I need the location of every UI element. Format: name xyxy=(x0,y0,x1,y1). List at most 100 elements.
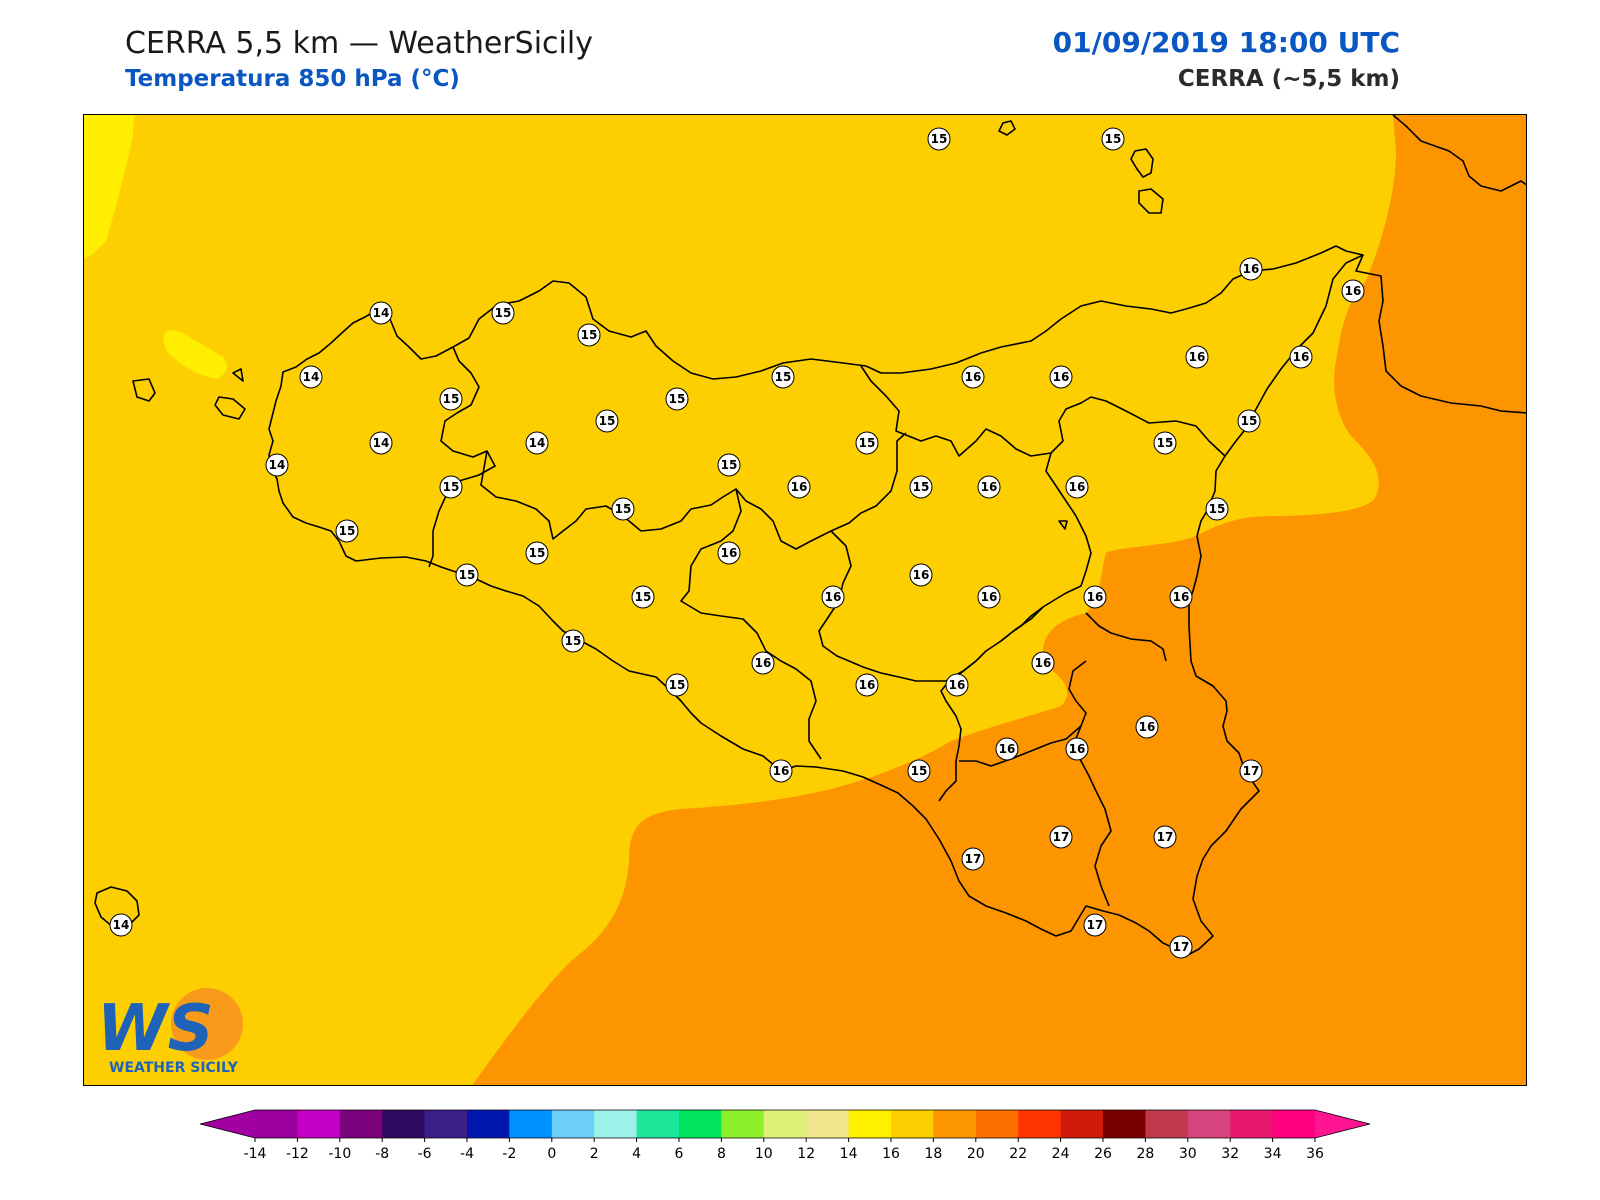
station-circle xyxy=(769,759,793,783)
colorbar-segment xyxy=(679,1110,722,1138)
station-value: 16 xyxy=(1173,590,1190,604)
station-value: 14 xyxy=(303,370,320,384)
station-value: 16 xyxy=(913,568,930,582)
station-circle xyxy=(751,651,775,675)
svg-text:WS: WS xyxy=(97,992,214,1066)
station-circle xyxy=(927,127,951,151)
station-marker: 15 xyxy=(455,563,479,587)
station-value: 16 xyxy=(1035,656,1052,670)
station-value: 16 xyxy=(981,480,998,494)
station-value: 16 xyxy=(1345,284,1362,298)
station-value: 16 xyxy=(1243,262,1260,276)
station-marker: 16 xyxy=(909,563,933,587)
station-circle xyxy=(631,585,655,609)
station-marker: 15 xyxy=(855,431,879,455)
station-marker: 15 xyxy=(927,127,951,151)
colorbar-tick-label: 26 xyxy=(1094,1146,1112,1162)
station-circle xyxy=(909,475,933,499)
station-value: 15 xyxy=(443,480,460,494)
station-marker: 17 xyxy=(961,847,985,871)
colorbar-tick-label: 4 xyxy=(632,1146,641,1162)
colorbar-segment xyxy=(721,1110,765,1138)
colorbar-segment xyxy=(467,1110,510,1138)
station-circle xyxy=(945,673,969,697)
station-marker: 16 xyxy=(945,673,969,697)
station-marker: 15 xyxy=(1237,409,1261,433)
station-marker: 17 xyxy=(1083,913,1107,937)
station-marker: 17 xyxy=(1153,825,1177,849)
colorbar-tick-label: 2 xyxy=(590,1146,599,1162)
station-marker: 16 xyxy=(717,541,741,565)
colorbar-tick-label: 8 xyxy=(717,1146,726,1162)
station-value: 15 xyxy=(565,634,582,648)
station-value: 16 xyxy=(1087,590,1104,604)
station-value: 15 xyxy=(581,328,598,342)
colorbar-segment xyxy=(594,1110,638,1138)
station-value: 17 xyxy=(1243,764,1260,778)
station-circle xyxy=(299,365,323,389)
colorbar-tick-label: 34 xyxy=(1264,1146,1282,1162)
colorbar-segment xyxy=(1145,1110,1189,1138)
station-marker: 17 xyxy=(1239,759,1263,783)
station-circle xyxy=(439,387,463,411)
temp-band-16-18 xyxy=(472,115,1526,1085)
station-value: 17 xyxy=(1173,940,1190,954)
station-marker: 15 xyxy=(439,475,463,499)
station-marker: 15 xyxy=(771,365,795,389)
station-circle xyxy=(1101,127,1125,151)
colorbar-tick-label: 24 xyxy=(1052,1146,1070,1162)
colorbar-segment xyxy=(551,1110,595,1138)
temperature-map[interactable]: 15 15 16 16 14 15 15 14 15 15 15 16 16 16 15 16 14 14 15 15… xyxy=(83,114,1527,1086)
station-marker: 16 xyxy=(1065,737,1089,761)
station-circle xyxy=(109,913,133,937)
map-canvas: 15 15 16 16 14 15 15 14 15 15 15 16 16 16 15 16 14 14 15 15… xyxy=(84,115,1526,1085)
station-marker: 15 xyxy=(1205,497,1229,521)
station-marker: 16 xyxy=(961,365,985,389)
station-circle xyxy=(1185,345,1209,369)
colorbar-tick-label: 14 xyxy=(840,1146,858,1162)
station-value: 16 xyxy=(1069,742,1086,756)
station-marker: 14 xyxy=(369,431,393,455)
station-circle xyxy=(1239,759,1263,783)
station-marker: 14 xyxy=(525,431,549,455)
colorbar-tick-label: -8 xyxy=(375,1146,389,1162)
station-value: 15 xyxy=(339,524,356,538)
station-marker: 16 xyxy=(977,585,1001,609)
station-marker: 15 xyxy=(717,453,741,477)
station-value: 15 xyxy=(931,132,948,146)
station-marker: 15 xyxy=(577,323,601,347)
station-marker: 16 xyxy=(1341,279,1365,303)
map-title: CERRA 5,5 km — WeatherSicily xyxy=(125,26,593,61)
station-circle xyxy=(1205,497,1229,521)
colorbar-segment xyxy=(255,1110,298,1138)
station-value: 15 xyxy=(1157,436,1174,450)
station-circle xyxy=(525,431,549,455)
station-circle xyxy=(369,301,393,325)
colorbar-under-arrow xyxy=(200,1110,255,1138)
station-value: 17 xyxy=(965,852,982,866)
station-marker: 16 xyxy=(751,651,775,675)
station-circle xyxy=(1049,365,1073,389)
station-value: 16 xyxy=(981,590,998,604)
station-circle xyxy=(1135,715,1159,739)
station-value: 15 xyxy=(443,392,460,406)
station-marker: 16 xyxy=(995,737,1019,761)
station-circle xyxy=(611,497,635,521)
colorbar-tick-label: -6 xyxy=(418,1146,432,1162)
station-value: 16 xyxy=(755,656,772,670)
colorbar-tick-label: 28 xyxy=(1136,1146,1154,1162)
station-circle xyxy=(1065,737,1089,761)
colorbar-segment xyxy=(1272,1110,1316,1138)
colorbar-tick-label: 10 xyxy=(755,1146,773,1162)
station-marker: 16 xyxy=(1049,365,1073,389)
station-value: 16 xyxy=(999,742,1016,756)
station-marker: 15 xyxy=(665,387,689,411)
colorbar-tick-label: 16 xyxy=(882,1146,900,1162)
station-circle xyxy=(1049,825,1073,849)
station-circle xyxy=(909,563,933,587)
station-value: 15 xyxy=(529,546,546,560)
station-circle xyxy=(1169,585,1193,609)
station-value: 16 xyxy=(1139,720,1156,734)
station-marker: 16 xyxy=(1239,257,1263,281)
station-value: 16 xyxy=(825,590,842,604)
